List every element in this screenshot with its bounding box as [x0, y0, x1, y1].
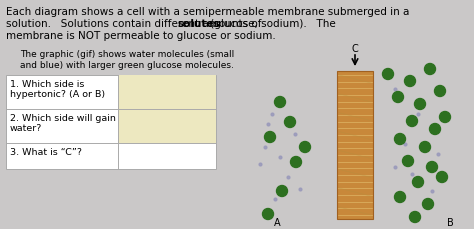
Bar [118, 76, 216, 109]
Text: solutes: solutes [178, 19, 220, 29]
Circle shape [435, 86, 446, 97]
Circle shape [291, 157, 301, 168]
Text: 3. What is “C”?: 3. What is “C”? [10, 147, 82, 156]
Text: membrane is NOT permeable to glucose or sodium.: membrane is NOT permeable to glucose or … [6, 31, 276, 41]
Text: 1. Which side is
hypertonic? (A or B): 1. Which side is hypertonic? (A or B) [10, 80, 105, 99]
Text: Each diagram shows a cell with a semipermeable membrane submerged in a: Each diagram shows a cell with a semiper… [6, 7, 410, 17]
Circle shape [407, 116, 418, 127]
Text: A: A [273, 217, 280, 227]
Circle shape [427, 162, 438, 173]
Bar [6, 76, 216, 169]
Circle shape [425, 64, 436, 75]
Circle shape [383, 69, 393, 80]
Circle shape [429, 124, 440, 135]
Text: C: C [352, 44, 358, 54]
Bar [337, 72, 373, 219]
Circle shape [394, 134, 405, 145]
Circle shape [414, 99, 426, 110]
Text: (glucose, sodium).   The: (glucose, sodium). The [207, 19, 336, 29]
Circle shape [412, 177, 423, 188]
Circle shape [437, 172, 447, 183]
Circle shape [394, 192, 405, 203]
Text: B: B [447, 217, 453, 227]
Text: and blue) with larger green glucose molecules.: and blue) with larger green glucose mole… [20, 61, 234, 70]
Circle shape [392, 92, 403, 103]
Text: 2. Which side will gain
water?: 2. Which side will gain water? [10, 114, 116, 133]
Circle shape [404, 76, 416, 87]
Bar [118, 109, 216, 143]
Circle shape [439, 112, 450, 123]
Text: The graphic (gif) shows water molecules (small: The graphic (gif) shows water molecules … [20, 50, 234, 59]
Circle shape [274, 97, 285, 108]
Text: solution.   Solutions contain different amounts of: solution. Solutions contain different am… [6, 19, 265, 29]
Circle shape [284, 117, 295, 128]
Circle shape [276, 186, 288, 197]
Circle shape [264, 132, 275, 143]
Circle shape [263, 209, 273, 220]
Circle shape [422, 199, 434, 210]
Circle shape [300, 142, 310, 153]
Circle shape [410, 212, 420, 223]
Circle shape [402, 156, 413, 167]
Circle shape [419, 142, 430, 153]
